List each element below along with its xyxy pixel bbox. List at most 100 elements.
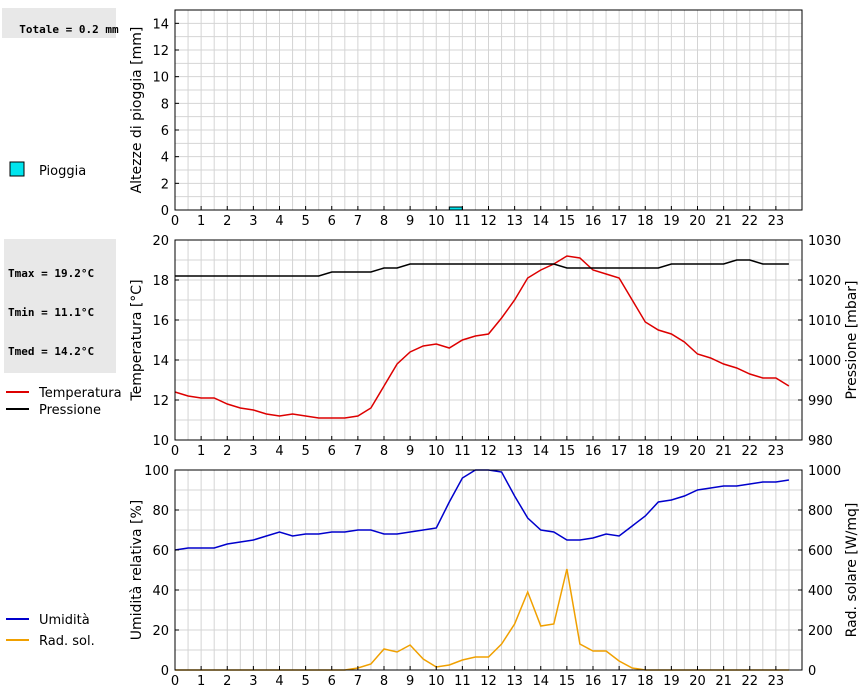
x-tick-label: 10 [428,674,445,689]
y-tick-label: 2 [161,177,169,192]
legend-pioggia-swatch [9,161,25,177]
x-tick-label: 9 [406,444,414,459]
x-tick-label: 18 [637,214,654,229]
y-tick-label: 10 [152,71,169,86]
x-tick-label: 17 [611,214,628,229]
x-tick-label: 22 [741,214,758,229]
tmin-text: Tmin = 11.1°C [8,306,95,319]
x-tick-label: 14 [532,444,549,459]
x-tick-label: 16 [585,214,602,229]
x-tick-label: 23 [768,674,785,689]
x-tick-label: 3 [249,214,257,229]
x-tick-label: 15 [559,674,576,689]
x-tick-label: 3 [249,674,257,689]
y2-tick-label: 1000 [808,354,841,369]
x-tick-label: 1 [197,444,205,459]
tmax-text: Tmax = 19.2°C [8,267,95,280]
x-tick-label: 12 [480,214,497,229]
y-tick-label: 0 [161,204,169,219]
y-axis-title: Altezze di pioggia [mm] [129,27,145,194]
x-tick-label: 13 [506,674,523,689]
y2-tick-label: 200 [808,624,833,639]
x-tick-label: 1 [197,674,205,689]
series-line-pressione [175,259,789,277]
x-tick-label: 21 [715,214,732,229]
x-tick-label: 2 [223,214,231,229]
y-axis-title: Temperatura [°C] [129,279,145,401]
legend-pioggia-label: Pioggia [39,164,86,179]
x-tick-label: 15 [559,214,576,229]
x-tick-label: 22 [741,444,758,459]
x-tick-label: 5 [301,674,309,689]
series-line-rad-sol [175,568,789,671]
y-tick-label: 60 [152,544,169,559]
y-tick-label: 80 [152,504,169,519]
y2-tick-label: 980 [808,434,833,449]
x-tick-label: 6 [328,214,336,229]
y2-tick-label: 1000 [808,464,841,479]
x-tick-label: 3 [249,444,257,459]
y2-tick-label: 800 [808,504,833,519]
y-axis-title: Umidità relativa [%] [129,500,145,641]
y2-tick-label: 1020 [808,274,841,289]
y-tick-label: 4 [161,151,169,166]
legend-umidit-label: Umidità [39,613,90,628]
x-tick-label: 8 [380,444,388,459]
x-tick-label: 8 [380,674,388,689]
x-tick-label: 20 [689,444,706,459]
y2-axis-title: Rad. solare [W/mq] [844,503,860,638]
chart-panel-2 [174,239,803,441]
x-tick-label: 17 [611,674,628,689]
x-tick-label: 20 [689,674,706,689]
series-line-temperatura [174,255,790,419]
x-tick-label: 9 [406,214,414,229]
x-tick-label: 10 [428,214,445,229]
y2-tick-label: 600 [808,544,833,559]
x-tick-label: 2 [223,674,231,689]
x-tick-label: 12 [480,674,497,689]
x-tick-label: 12 [480,444,497,459]
y-tick-label: 20 [152,624,169,639]
y-tick-label: 12 [152,394,169,409]
x-tick-label: 11 [454,444,471,459]
rain-total-text: Totale = 0.2 mm [19,23,119,36]
x-tick-label: 18 [637,674,654,689]
x-tick-label: 0 [171,444,179,459]
y2-tick-label: 990 [808,394,833,409]
x-tick-label: 5 [301,444,309,459]
y-tick-label: 14 [152,354,169,369]
x-tick-label: 23 [768,214,785,229]
x-tick-label: 7 [354,674,362,689]
x-tick-label: 8 [380,214,388,229]
x-tick-label: 14 [532,214,549,229]
x-tick-label: 7 [354,214,362,229]
y-tick-label: 14 [152,17,169,32]
rain-total-box: Totale = 0.2 mm [2,8,119,38]
x-tick-label: 4 [275,214,283,229]
y-tick-label: 40 [152,584,169,599]
x-tick-label: 4 [275,674,283,689]
x-tick-label: 7 [354,444,362,459]
x-tick-label: 16 [585,674,602,689]
x-tick-label: 19 [663,214,680,229]
tmed-text: Tmed = 14.2°C [8,345,95,358]
x-tick-label: 1 [197,214,205,229]
chart-panel-3 [174,469,803,671]
x-tick-label: 23 [768,444,785,459]
y-tick-label: 12 [152,44,169,59]
x-tick-label: 5 [301,214,309,229]
x-tick-label: 13 [506,214,523,229]
chart-panel-1 [174,9,803,211]
x-tick-label: 0 [171,674,179,689]
x-tick-label: 2 [223,444,231,459]
x-tick-label: 22 [741,674,758,689]
legend-rad-sol-label: Rad. sol. [39,634,95,649]
x-tick-label: 13 [506,444,523,459]
x-tick-label: 9 [406,674,414,689]
y2-tick-label: 1030 [808,234,841,249]
y-tick-label: 18 [152,274,169,289]
y-tick-label: 6 [161,124,169,139]
y-tick-label: 20 [152,234,169,249]
x-tick-label: 19 [663,674,680,689]
